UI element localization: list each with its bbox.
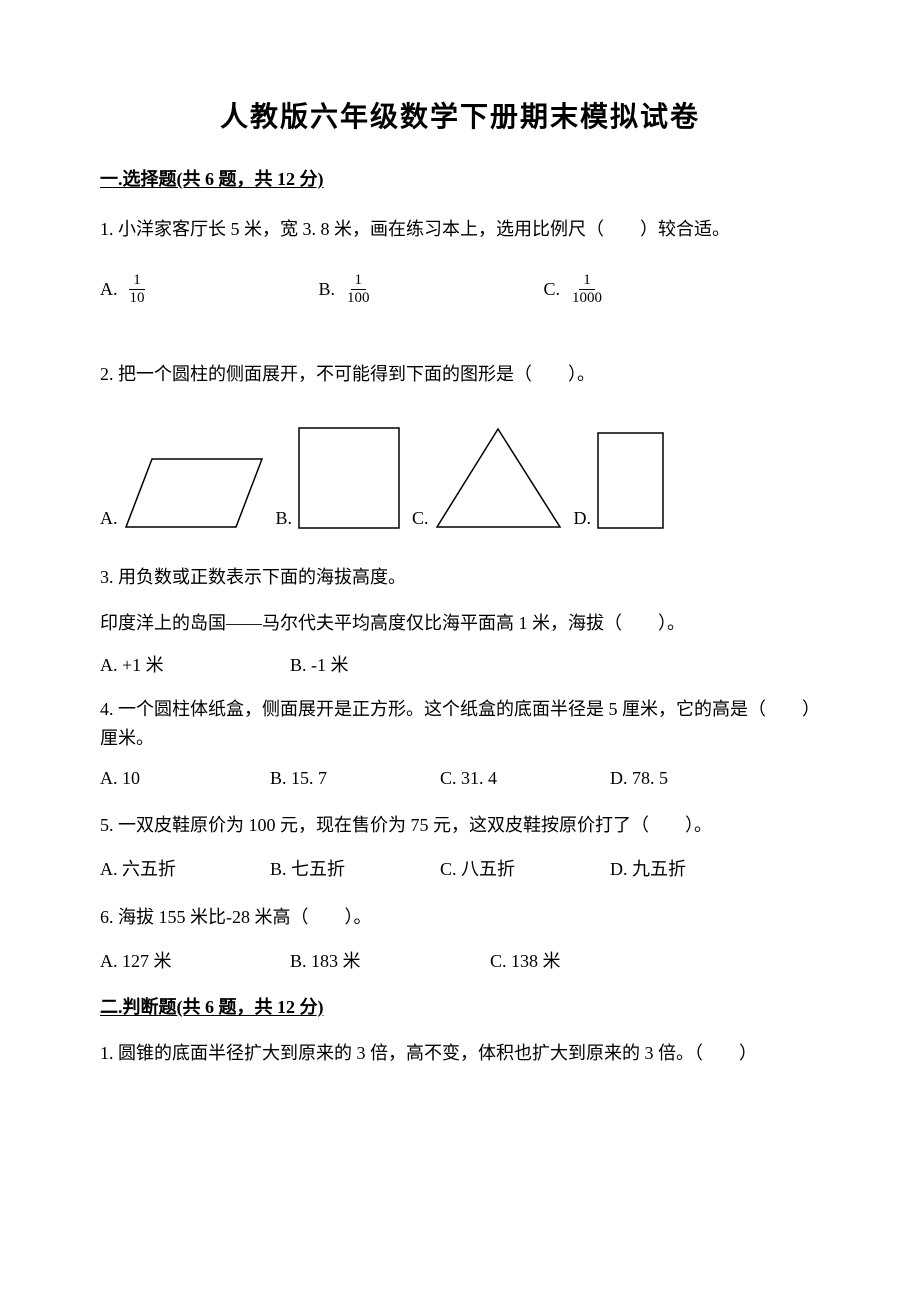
question-3-options: A. +1 米 B. -1 米	[100, 651, 820, 677]
question-4-text: 4. 一个圆柱体纸盒，侧面展开是正方形。这个纸盒的底面半径是 5 厘米，它的高是…	[100, 695, 820, 753]
section-1-header: 一.选择题(共 6 题，共 12 分)	[100, 165, 820, 191]
q4-option-c: C. 31. 4	[440, 768, 610, 789]
q5-option-b: B. 七五折	[270, 855, 440, 881]
question-4-options: A. 10 B. 15. 7 C. 31. 4 D. 78. 5	[100, 768, 820, 789]
q5-option-d: D. 九五折	[610, 855, 686, 881]
q2-option-a: A.	[100, 457, 264, 529]
section2-question-1-text: 1. 圆锥的底面半径扩大到原来的 3 倍，高不变，体积也扩大到原来的 3 倍。（…	[100, 1039, 820, 1068]
q2-option-d-label: D.	[574, 508, 592, 529]
q4-option-d: D. 78. 5	[610, 768, 668, 789]
section-2-header: 二.判断题(共 6 题，共 12 分)	[100, 993, 820, 1019]
parallelogram-icon	[124, 457, 264, 529]
fraction-numerator: 1	[351, 272, 367, 290]
q6-option-c: C. 138 米	[490, 947, 561, 973]
q6-option-a: A. 127 米	[100, 947, 290, 973]
rectangle-icon	[597, 432, 664, 529]
q5-option-a: A. 六五折	[100, 855, 270, 881]
q1-option-c-fraction: 1 1000	[568, 272, 606, 306]
question-5-options: A. 六五折 B. 七五折 C. 八五折 D. 九五折	[100, 855, 820, 881]
question-5-text: 5. 一双皮鞋原价为 100 元，现在售价为 75 元，这双皮鞋按原价打了（ ）…	[100, 807, 820, 843]
q1-option-c-label: C.	[544, 279, 561, 300]
q1-option-a-fraction: 1 10	[126, 272, 149, 306]
q3-option-b: B. -1 米	[290, 651, 349, 677]
square-icon	[298, 427, 400, 529]
q2-option-a-label: A.	[100, 508, 118, 529]
q2-option-d: D.	[574, 432, 665, 529]
q4-option-b: B. 15. 7	[270, 768, 440, 789]
fraction-denominator: 10	[126, 290, 149, 307]
question-2-options: A. B. C. D.	[100, 427, 820, 529]
fraction-denominator: 1000	[568, 290, 606, 307]
question-1-options: A. 1 10 B. 1 100 C. 1 1000	[100, 272, 820, 306]
q2-option-c-label: C.	[412, 508, 429, 529]
q2-option-c: C.	[412, 427, 562, 529]
question-6-text: 6. 海拔 155 米比-28 米高（ ）。	[100, 899, 820, 935]
fraction-denominator: 100	[343, 290, 374, 307]
question-3-text2: 印度洋上的岛国——马尔代夫平均高度仅比海平面高 1 米，海拔（ ）。	[100, 605, 820, 641]
q3-option-a: A. +1 米	[100, 651, 290, 677]
q1-option-a-label: A.	[100, 279, 118, 300]
fraction-numerator: 1	[579, 272, 595, 290]
fraction-numerator: 1	[129, 272, 145, 290]
q1-option-b-label: B.	[319, 279, 336, 300]
question-2-text: 2. 把一个圆柱的侧面展开，不可能得到下面的图形是（ ）。	[100, 356, 820, 392]
q5-option-c: C. 八五折	[440, 855, 610, 881]
question-1-text: 1. 小洋家客厅长 5 米，宽 3. 8 米，画在练习本上，选用比例尺（ ）较合…	[100, 211, 820, 247]
q6-option-b: B. 183 米	[290, 947, 490, 973]
page-title: 人教版六年级数学下册期末模拟试卷	[100, 95, 820, 135]
q4-option-a: A. 10	[100, 768, 270, 789]
question-6-options: A. 127 米 B. 183 米 C. 138 米	[100, 947, 820, 973]
q1-option-b-fraction: 1 100	[343, 272, 374, 306]
triangle-icon	[435, 427, 562, 529]
q2-option-b-label: B.	[276, 508, 293, 529]
question-3-text: 3. 用负数或正数表示下面的海拔高度。	[100, 559, 820, 595]
q2-option-b: B.	[276, 427, 401, 529]
